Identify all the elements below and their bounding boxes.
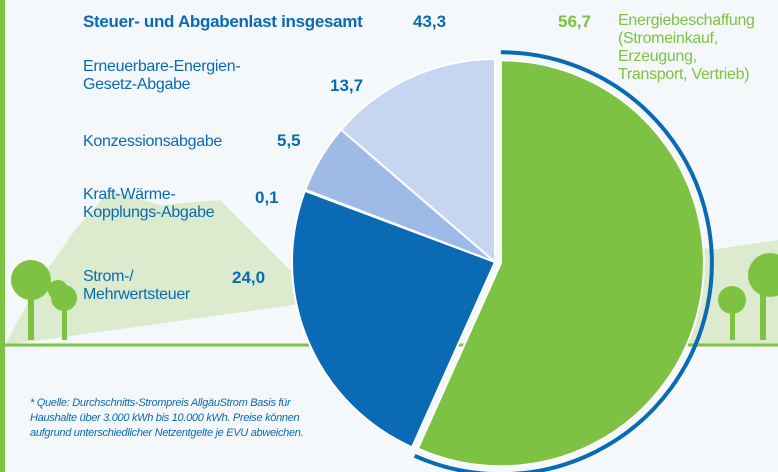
infographic: Steuer- und Abgabenlast insgesamt 43,3 *… <box>0 0 778 472</box>
slice-label: Strom-/ Mehrwertsteuer <box>83 268 190 304</box>
slice-label: Erneuerbare-Energien- Gesetz-Abgabe <box>83 58 240 94</box>
slice-label: Energiebeschaffung (Stromeinkauf, Erzeug… <box>618 12 755 84</box>
value-label: 13,7 <box>330 76 363 96</box>
value-label: 0,1 <box>255 188 279 208</box>
chart-title: Steuer- und Abgabenlast insgesamt <box>83 12 362 32</box>
slice-label: Konzessionsabgabe <box>83 133 222 151</box>
value-label: 5,5 <box>277 131 301 151</box>
total-value: 43,3 <box>413 12 446 32</box>
value-label: 56,7 <box>558 12 591 32</box>
footnote: * Quelle: Durchschnitts-Strompreis Allgä… <box>30 396 320 441</box>
frame <box>0 0 5 472</box>
value-label: 24,0 <box>232 268 265 288</box>
slice-label: Kraft-Wärme- Kopplungs-Abgabe <box>83 186 214 222</box>
